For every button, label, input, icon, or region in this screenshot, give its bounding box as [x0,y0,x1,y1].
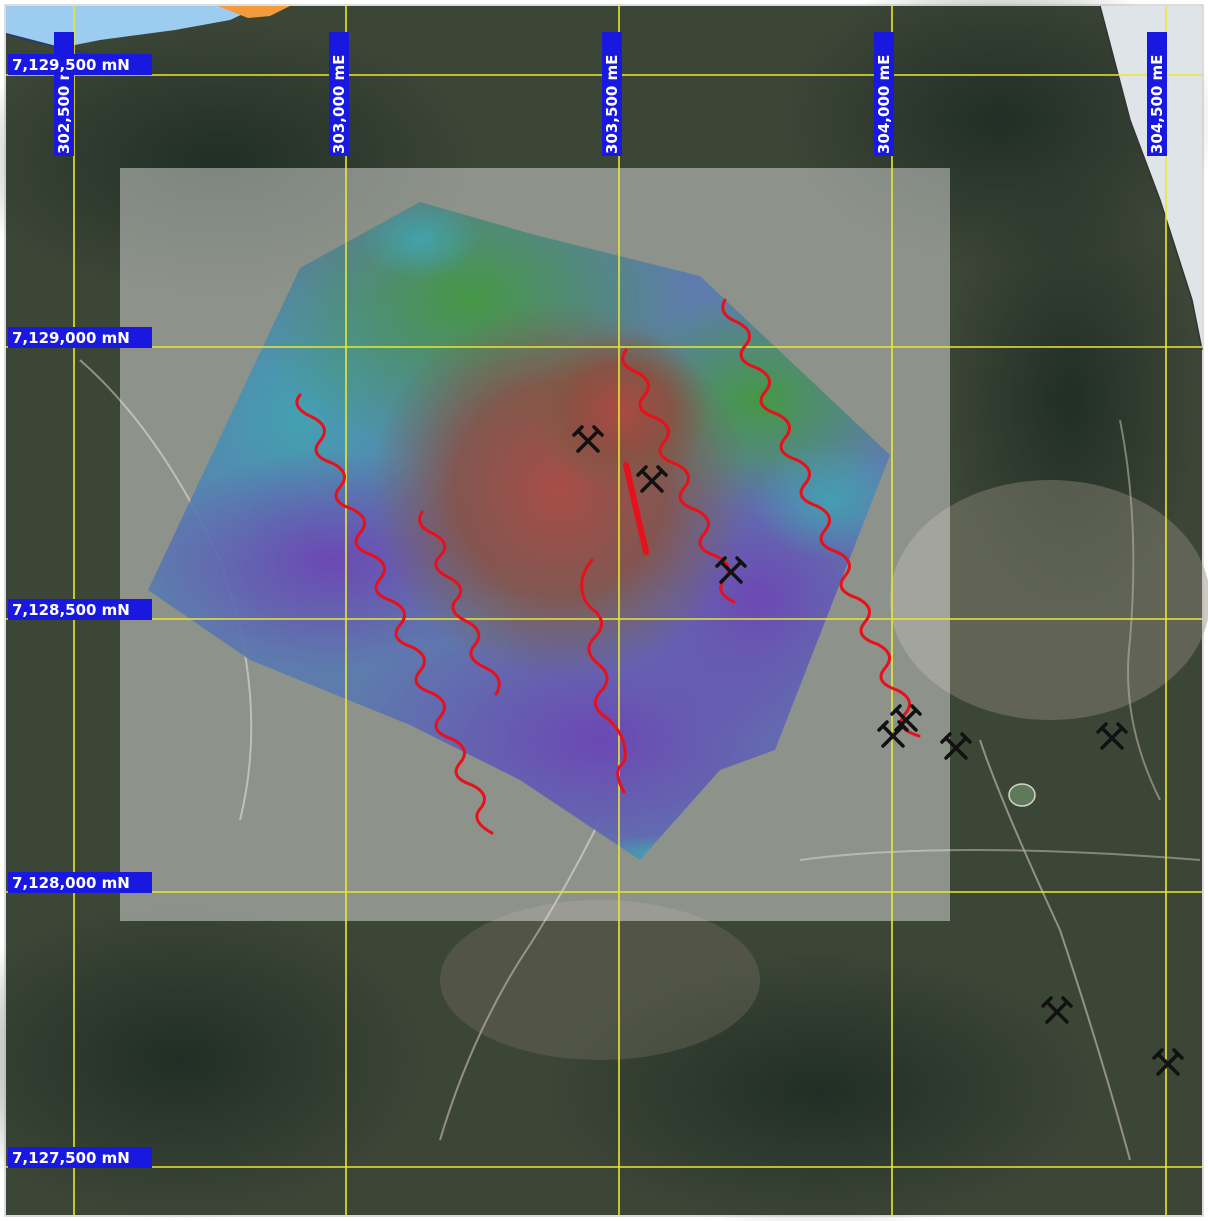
easting-label-text: 304,500 mE [1148,55,1166,154]
easting-label-text: 303,000 mE [330,55,348,154]
structure-line-5 [721,298,921,738]
map-frame [4,4,1204,1217]
crossed-hammers-icon [1096,722,1128,750]
easting-label-302500: 302,500 mE [54,32,74,156]
crossed-hammers-icon [940,732,972,760]
northing-label-7128500: 7,128,500 mN [8,599,152,620]
northing-label-7129000: 7,129,000 mN [8,327,152,348]
northing-label-text: 7,129,500 mN [12,56,130,74]
structure-line-2 [418,510,501,696]
easting-label-304000: 304,000 mE [874,32,894,156]
crossed-hammers-icon [890,704,922,732]
crossed-hammers-icon [1152,1048,1184,1076]
northing-label-7127500: 7,127,500 mN [8,1147,152,1168]
northing-label-7128000: 7,128,000 mN [8,872,152,893]
easting-label-303000: 303,000 mE [329,32,349,156]
structure-line-straight [623,462,649,555]
structure-line-4 [621,348,736,604]
northing-labels: 7,129,500 mN 7,129,000 mN 7,128,500 mN 7… [8,54,152,1168]
geophysics-overlay [148,202,890,860]
northing-label-text: 7,128,500 mN [12,601,130,619]
crossed-hammers-icon [572,425,604,453]
northing-label-text: 7,127,500 mN [12,1149,130,1167]
northing-label-7129500: 7,129,500 mN [8,54,152,75]
northing-label-text: 7,128,000 mN [12,874,130,892]
easting-label-text: 302,500 mE [55,55,73,154]
crossed-hammers-icon [1041,996,1073,1024]
crossed-hammers-icon [636,465,668,493]
structure-line-1 [295,393,494,835]
structure-lines [295,298,921,835]
easting-label-text: 303,500 mE [603,55,621,154]
easting-label-303500: 303,500 mE [602,32,622,156]
mine-symbols [572,425,1184,1076]
structure-line-3 [580,558,627,794]
easting-label-304500: 304,500 mE [1147,32,1167,156]
crossed-hammers-icon [715,556,747,584]
crossed-hammers-icon [877,720,909,748]
northing-label-text: 7,129,000 mN [12,329,130,347]
easting-label-text: 304,000 mE [875,55,893,154]
